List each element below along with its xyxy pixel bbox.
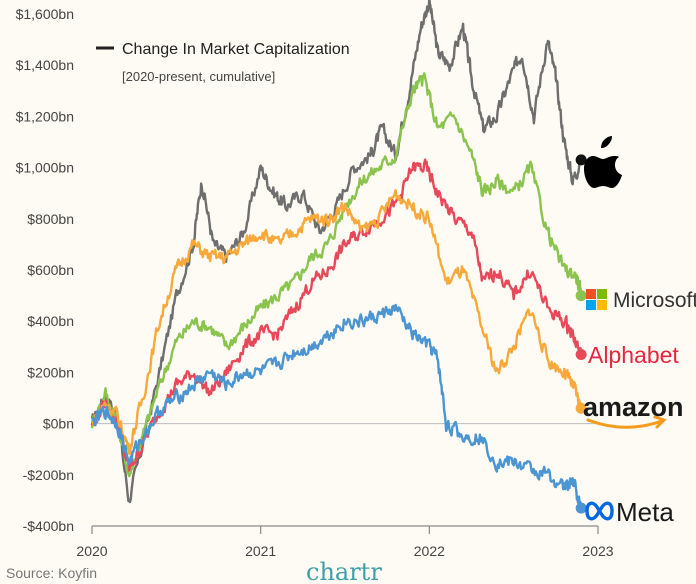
series-line-amazon — [90, 189, 583, 456]
y-tick-label: $0bn — [43, 416, 74, 432]
end-point-meta — [575, 502, 587, 514]
y-tick-label: $800bn — [27, 211, 74, 227]
x-tick-label: 2021 — [245, 543, 276, 559]
end-point-microsoft — [575, 290, 587, 302]
y-tick-label: $1,200bn — [16, 108, 74, 124]
y-tick-label: $200bn — [27, 364, 74, 380]
end-point-amazon — [575, 402, 587, 414]
amazon-smile-arrow-icon — [586, 418, 664, 429]
series-end-markers — [575, 154, 587, 514]
y-tick-label: -$200bn — [23, 467, 74, 483]
windows-squares-icon — [586, 289, 607, 310]
source-note: Source: Koyfin — [6, 565, 97, 581]
y-tick-label: $1,000bn — [16, 160, 74, 176]
series-line-apple — [90, 0, 583, 504]
end-point-apple — [575, 154, 587, 166]
series-line-meta — [91, 303, 583, 509]
amazon-label: amazon — [583, 392, 684, 422]
y-tick-label: $1,400bn — [16, 57, 74, 73]
chart-title: Change In Market Capitalization — [122, 41, 350, 58]
y-tick-label: $400bn — [27, 313, 74, 329]
meta-infinity-icon — [585, 501, 614, 521]
x-tick-label: 2022 — [414, 543, 445, 559]
amazon-arrowhead-icon — [653, 415, 667, 429]
x-tick-label: 2023 — [582, 543, 613, 559]
chart-subtitle: [2020-present, cumulative] — [122, 69, 275, 84]
meta-label: Meta — [616, 497, 674, 527]
y-tick-label: $600bn — [27, 262, 74, 278]
y-tick-label: -$400bn — [23, 518, 74, 534]
x-axis-ticks: 2020 2021 2022 2023 — [76, 526, 614, 559]
y-tick-label: $1,600bn — [16, 6, 74, 22]
alphabet-label: Alphabet — [588, 342, 679, 368]
x-tick-label: 2020 — [76, 543, 107, 559]
y-axis-ticks: $1,600bn $1,400bn $1,200bn $1,000bn $800bn $6… — [16, 6, 74, 534]
chartr-brand-logo: chartr — [306, 558, 382, 584]
apple-logo-icon — [584, 136, 622, 188]
microsoft-label: Microsoft — [613, 289, 696, 312]
end-point-alphabet — [575, 348, 587, 360]
series-line-microsoft — [90, 72, 583, 478]
series-lines — [90, 0, 583, 509]
